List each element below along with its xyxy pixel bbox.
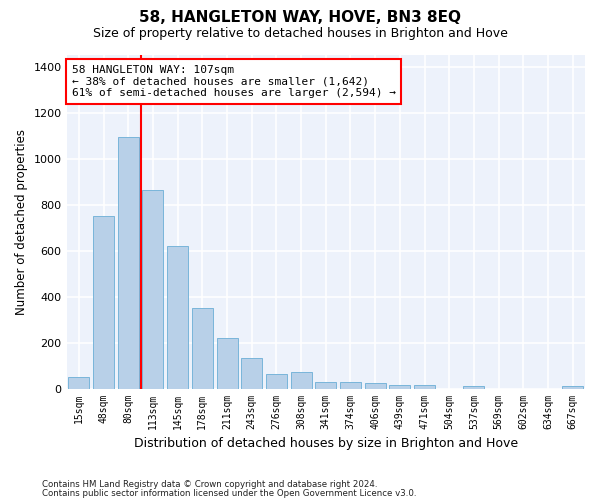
Text: Size of property relative to detached houses in Brighton and Hove: Size of property relative to detached ho… bbox=[92, 28, 508, 40]
Bar bbox=[463, 386, 484, 388]
Bar bbox=[389, 385, 410, 388]
Bar bbox=[142, 190, 163, 388]
Bar bbox=[192, 308, 213, 388]
Bar bbox=[68, 377, 89, 388]
Bar bbox=[315, 382, 336, 388]
Bar bbox=[340, 382, 361, 388]
Bar bbox=[118, 136, 139, 388]
Bar bbox=[562, 386, 583, 388]
Bar bbox=[167, 246, 188, 388]
Bar bbox=[290, 372, 311, 388]
Text: Contains HM Land Registry data © Crown copyright and database right 2024.: Contains HM Land Registry data © Crown c… bbox=[42, 480, 377, 489]
Bar bbox=[93, 216, 114, 388]
Text: 58 HANGLETON WAY: 107sqm
← 38% of detached houses are smaller (1,642)
61% of sem: 58 HANGLETON WAY: 107sqm ← 38% of detach… bbox=[72, 65, 396, 98]
Bar bbox=[365, 384, 386, 388]
Bar bbox=[266, 374, 287, 388]
Bar bbox=[217, 338, 238, 388]
Text: 58, HANGLETON WAY, HOVE, BN3 8EQ: 58, HANGLETON WAY, HOVE, BN3 8EQ bbox=[139, 10, 461, 25]
Bar bbox=[241, 358, 262, 388]
Bar bbox=[414, 385, 435, 388]
Text: Contains public sector information licensed under the Open Government Licence v3: Contains public sector information licen… bbox=[42, 488, 416, 498]
X-axis label: Distribution of detached houses by size in Brighton and Hove: Distribution of detached houses by size … bbox=[134, 437, 518, 450]
Y-axis label: Number of detached properties: Number of detached properties bbox=[15, 129, 28, 315]
